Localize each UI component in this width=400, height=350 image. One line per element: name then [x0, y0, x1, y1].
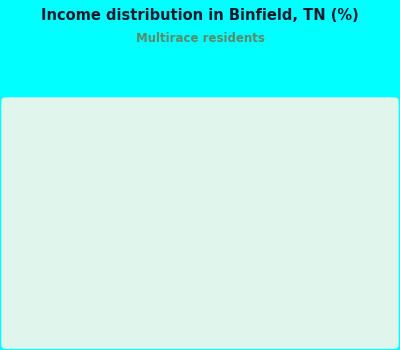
Wedge shape — [194, 223, 211, 258]
Wedge shape — [200, 223, 234, 247]
Text: $40k: $40k — [224, 212, 249, 221]
Wedge shape — [166, 223, 200, 247]
Text: $100k: $100k — [203, 181, 233, 190]
Text: $20k: $20k — [164, 179, 194, 189]
Text: Income distribution in Binfield, TN (%): Income distribution in Binfield, TN (%) — [41, 8, 359, 23]
Wedge shape — [174, 223, 200, 258]
Text: $10k: $10k — [194, 254, 219, 262]
Text: City-Data.com: City-Data.com — [250, 109, 314, 118]
Text: $150k: $150k — [218, 230, 248, 239]
Text: $125k: $125k — [146, 191, 182, 201]
Text: $75k: $75k — [176, 252, 200, 261]
Text: Multirace residents: Multirace residents — [136, 32, 264, 45]
Text: $60k: $60k — [146, 206, 171, 215]
Wedge shape — [200, 212, 235, 232]
Text: $50k: $50k — [212, 244, 236, 253]
Wedge shape — [165, 206, 200, 232]
Text: $30k: $30k — [147, 223, 172, 232]
Wedge shape — [200, 188, 211, 223]
Wedge shape — [200, 190, 224, 223]
Wedge shape — [169, 195, 200, 223]
Text: $200k: $200k — [152, 242, 182, 251]
Wedge shape — [200, 198, 233, 223]
Wedge shape — [180, 188, 200, 223]
Text: > $200k: > $200k — [215, 195, 257, 204]
Wedge shape — [200, 223, 226, 257]
